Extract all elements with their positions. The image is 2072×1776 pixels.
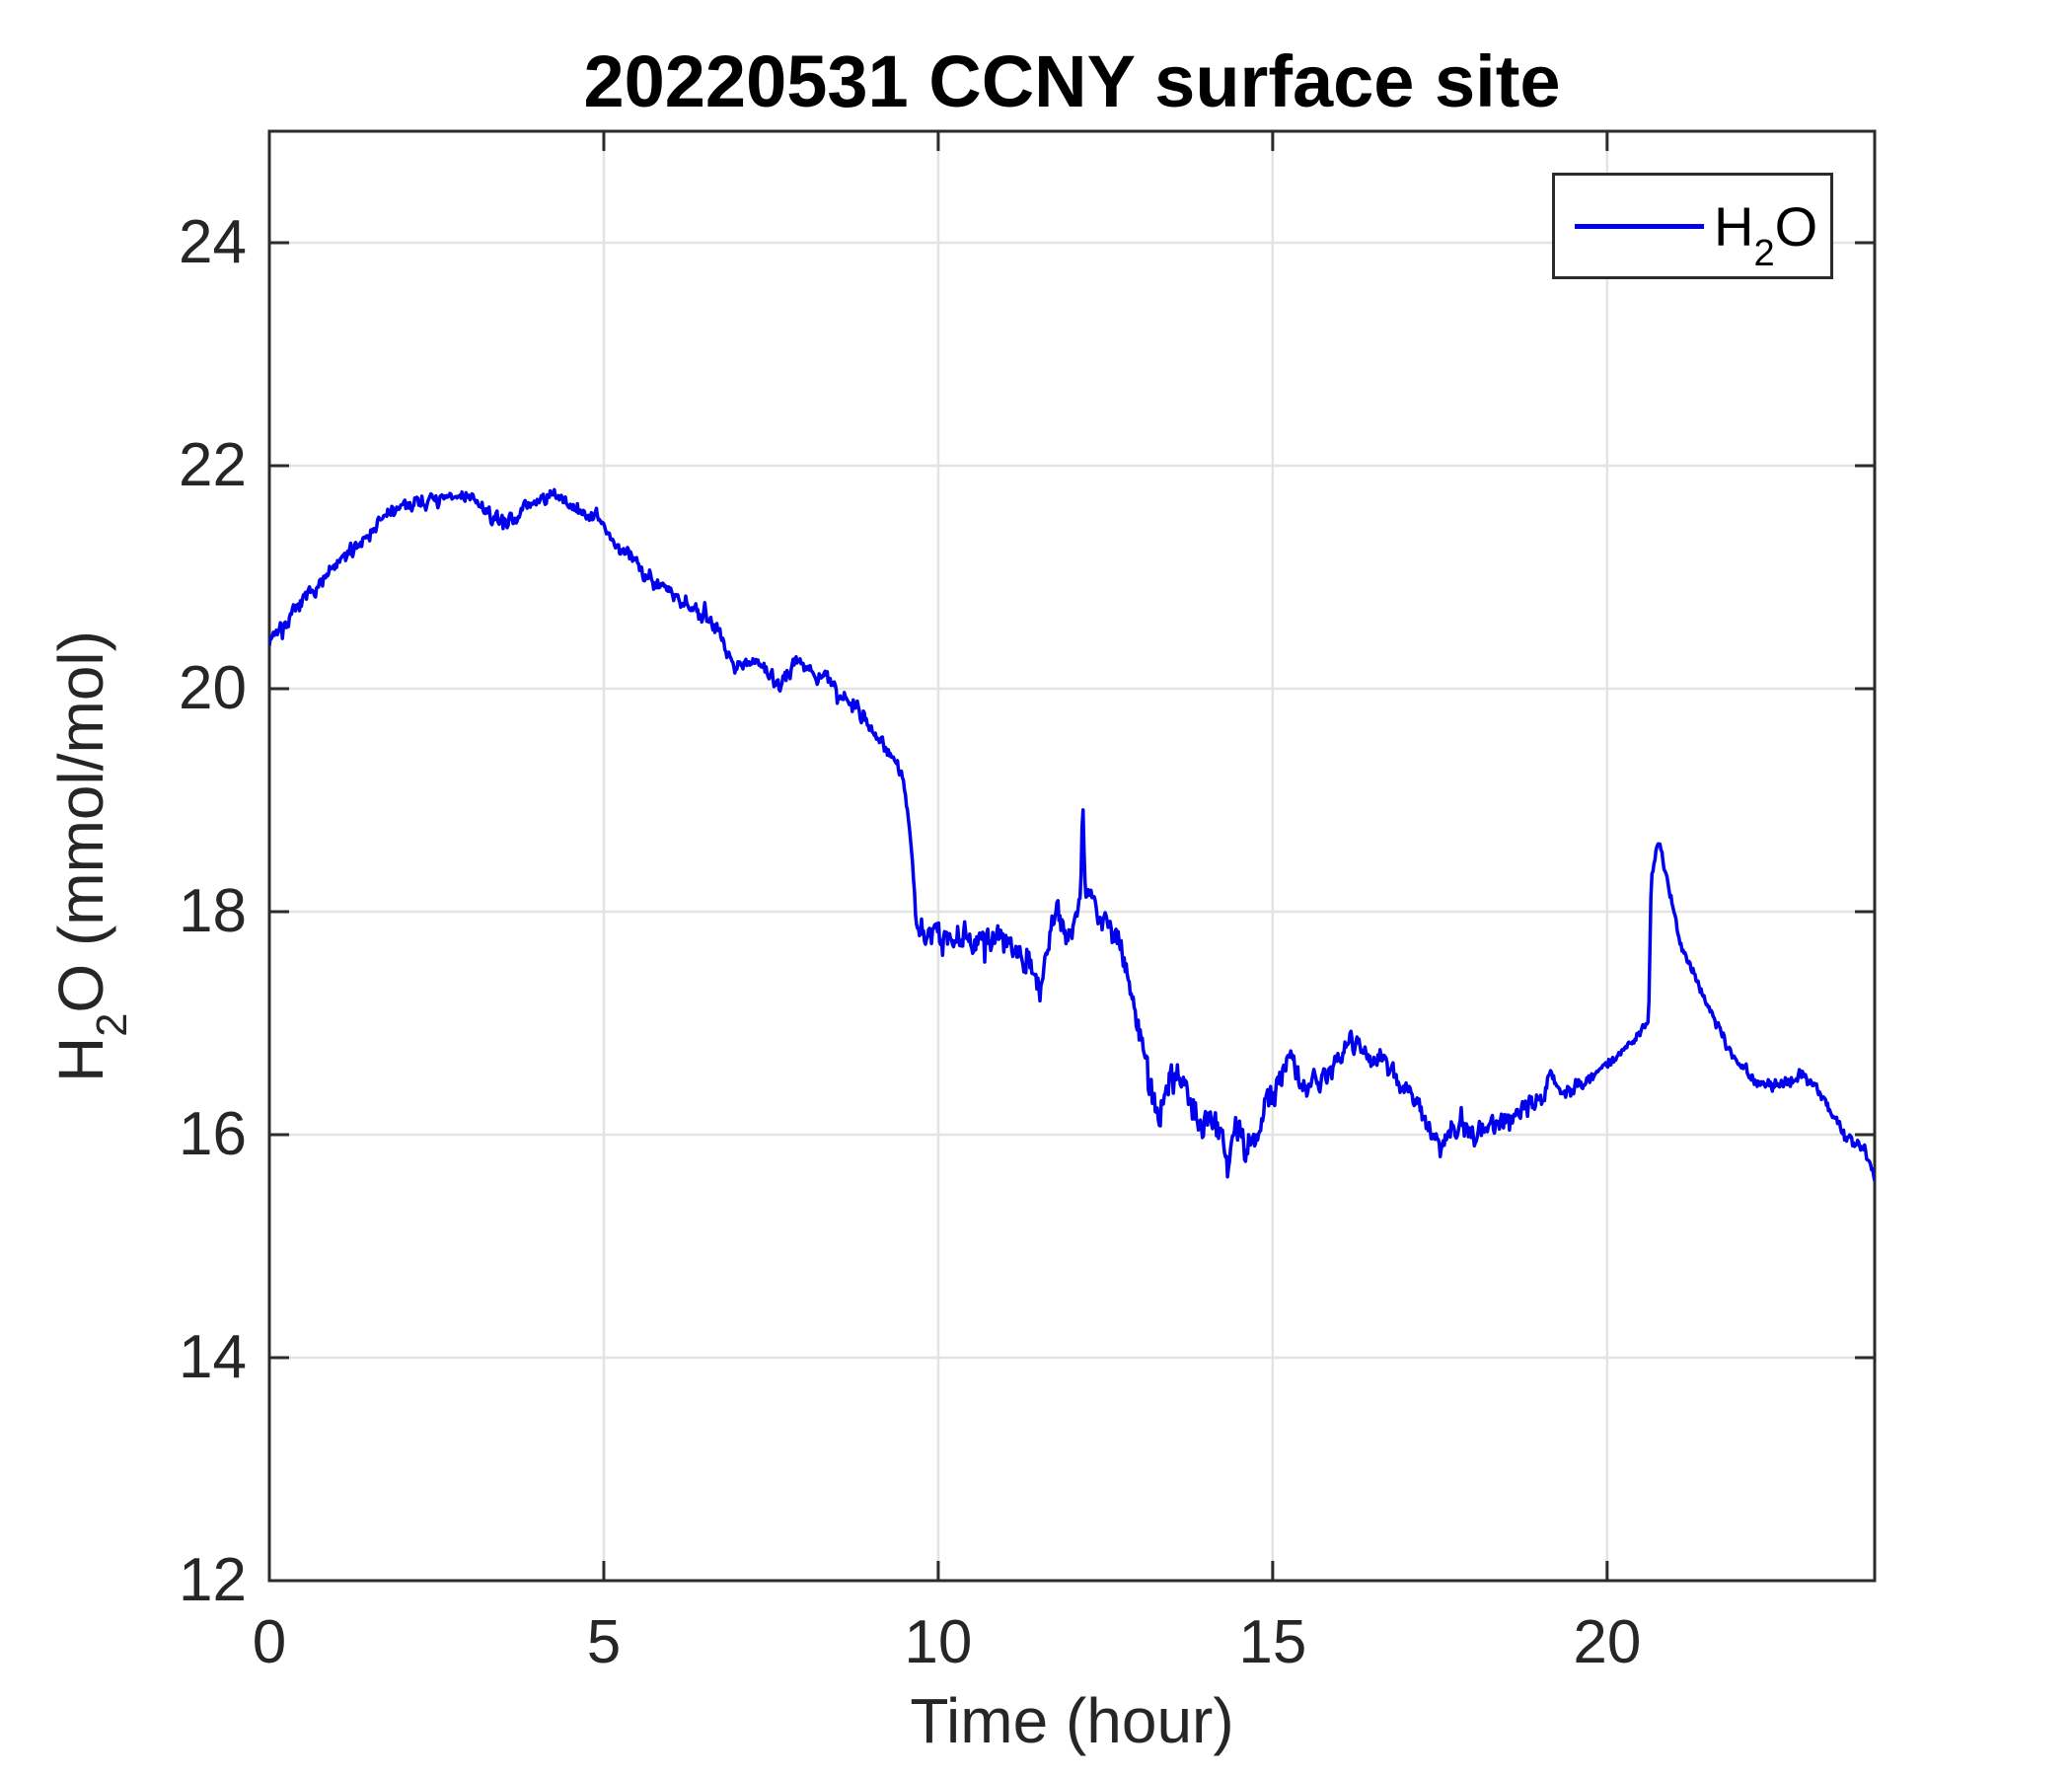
- legend: H2O: [1552, 173, 1833, 279]
- y-axis-label-main: H: [45, 1036, 116, 1082]
- x-axis-label-text: Time (hour): [910, 1685, 1234, 1756]
- legend-line-sample: [1575, 223, 1704, 229]
- x-axis-label: Time (hour): [269, 1685, 1875, 1756]
- chart-title: 20220531 CCNY surface site: [583, 40, 1561, 122]
- x-tick-label: 0: [252, 1608, 287, 1676]
- x-tick-label: 5: [586, 1608, 622, 1676]
- axes-border: [267, 129, 1877, 1583]
- y-tick-label: 14: [179, 1323, 247, 1391]
- data-line-h2o: [269, 487, 1875, 1182]
- x-tick-label: 20: [1573, 1608, 1642, 1676]
- y-tick-label: 24: [179, 208, 247, 276]
- legend-label-tail: O: [1774, 194, 1818, 258]
- y-tick-label: 12: [179, 1546, 247, 1614]
- y-tick-label: 22: [179, 431, 247, 499]
- y-axis-label-sub: 2: [88, 1012, 136, 1037]
- legend-label-sub: 2: [1753, 233, 1775, 275]
- legend-label-h2o: H2O: [1714, 194, 1818, 275]
- y-tick-label: 18: [179, 877, 247, 945]
- x-tick-label: 10: [904, 1608, 973, 1676]
- y-tick-label: 20: [179, 654, 247, 722]
- y-tick-label: 16: [179, 1100, 247, 1168]
- legend-label-main: H: [1714, 194, 1754, 258]
- x-tick-label: 15: [1238, 1608, 1307, 1676]
